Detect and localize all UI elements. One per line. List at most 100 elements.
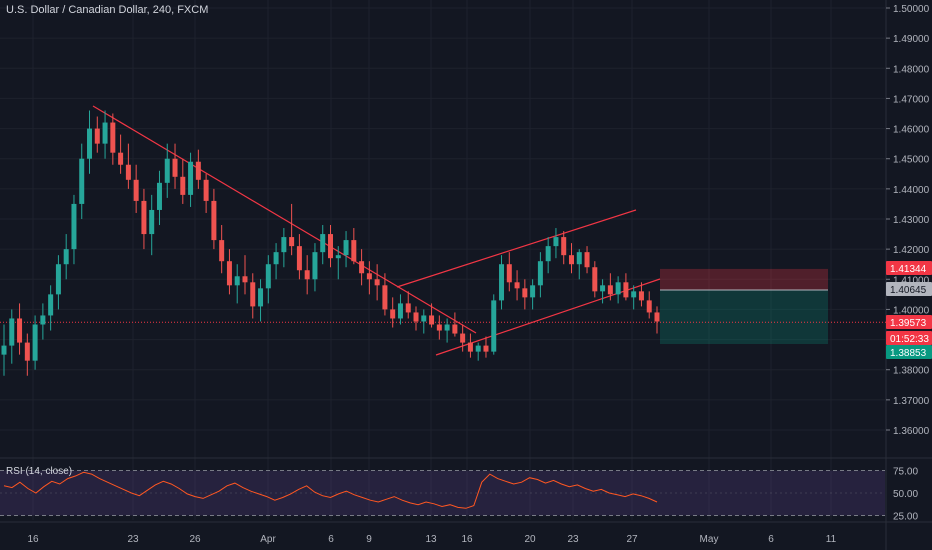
candle [242,255,248,295]
candle [172,143,178,189]
svg-text:1.41344: 1.41344 [890,264,927,275]
candle [444,318,450,343]
candle [48,285,54,331]
time-axis: 16 23 26 Apr 6 9 13 16 20 23 27 May 6 11 [27,534,836,545]
time-tick-label: 6 [328,534,334,545]
candle [133,164,139,213]
candle [545,237,551,274]
time-tick-label: 16 [461,534,473,545]
price-tag: 1.38853 [886,345,932,359]
candle [63,234,69,280]
candle [17,303,23,355]
trendline-3 [396,209,637,288]
position-zones [0,268,886,345]
candle [234,264,240,304]
price-tick-label: 1.38000 [893,366,930,377]
candle [405,291,411,319]
candle [654,306,660,334]
time-tick-label: 20 [524,534,536,545]
price-tick-label: 1.46000 [893,125,930,136]
rsi-tick-label: 75.00 [893,467,918,478]
time-tick-label: Apr [260,534,276,545]
candle [79,143,85,219]
price-tag: 1.40645 [886,282,932,296]
candle [40,303,46,340]
price-tag: 1.41344 [886,261,932,275]
candle [94,116,100,153]
time-tick-label: 23 [127,534,139,545]
candle [623,273,629,301]
candle [382,273,388,316]
candle [343,231,349,268]
candle [258,279,264,322]
candle [359,249,365,286]
trendline-1 [92,105,477,334]
rsi-label: RSI (14, close) [6,466,73,477]
candle [24,333,30,376]
candle [320,225,326,265]
candle [553,228,559,259]
trendlines [92,105,661,356]
time-tick-label: 27 [626,534,638,545]
candle [429,303,435,328]
candle [110,113,116,165]
candle [9,309,15,364]
price-tick-label: 1.43000 [893,215,930,226]
candle [265,255,271,304]
candle [514,270,520,301]
candle [491,294,497,355]
candle [499,255,505,310]
candle [195,149,201,189]
candle [436,315,442,340]
candle [164,143,170,198]
candle [211,188,217,250]
svg-text:01:52:33: 01:52:33 [890,334,929,345]
candle [506,252,512,292]
price-tick-label: 1.49000 [893,34,930,45]
candle [631,285,637,310]
candle [475,342,481,361]
candle [568,243,574,274]
time-tick-label: 23 [567,534,579,545]
rsi-line [3,471,658,509]
candle [366,261,372,295]
candle [600,279,606,304]
candle [467,333,473,358]
price-axis: 1.50000 1.49000 1.48000 1.47000 1.46000 1.450… [886,4,930,437]
svg-text:1.38853: 1.38853 [890,348,927,359]
candle [328,225,333,268]
candle [296,234,302,280]
price-tick-label: 1.44000 [893,185,930,196]
rsi-panel: 75.00 50.00 25.00 [0,467,918,523]
candle [141,188,147,250]
candle [1,324,7,376]
candle [584,246,590,274]
candle [638,282,644,307]
candle [188,152,194,207]
price-tick-label: 1.37000 [893,396,930,407]
candle [250,273,256,319]
candle [452,312,458,337]
time-tick-label: 13 [425,534,437,545]
candle [646,291,652,319]
time-tick-label: 6 [768,534,774,545]
candle [273,243,279,280]
candle [530,279,536,310]
candle [351,228,357,265]
candles [1,110,660,376]
candle [607,273,613,301]
candle [460,324,466,352]
candle [397,294,403,325]
candle [180,158,186,204]
candle [421,309,427,334]
candle [281,228,287,268]
price-tag: 1.39573 [886,315,932,329]
price-tick-label: 1.50000 [893,4,930,15]
time-tick-label: 26 [189,534,201,545]
price-tag: 01:52:33 [886,331,932,345]
time-tick-label: 9 [366,534,372,545]
candle [32,315,38,370]
candle [219,225,225,274]
price-tick-label: 1.36000 [893,426,930,437]
